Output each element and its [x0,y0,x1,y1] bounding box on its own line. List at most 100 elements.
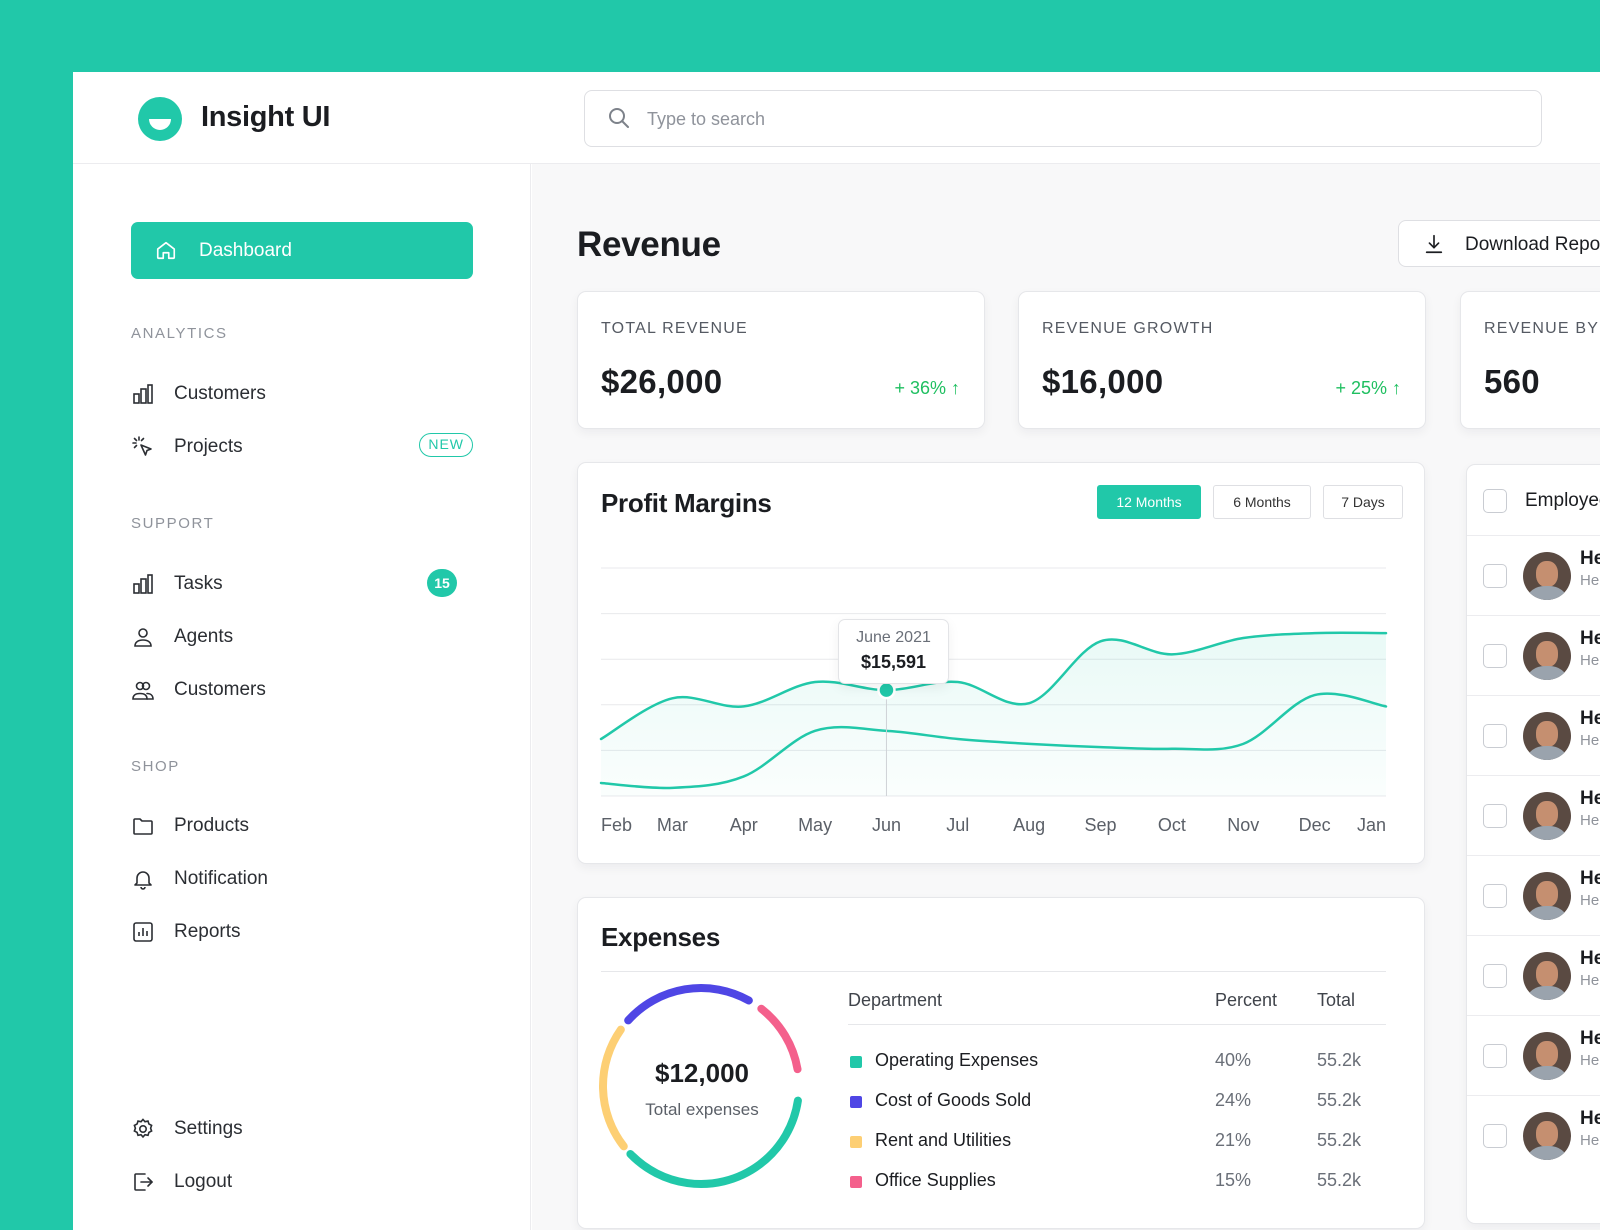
stat-label: REVENUE GROWTH [1042,320,1214,337]
select-all-checkbox[interactable] [1483,489,1507,513]
stat-delta: + 36% ↑ [894,378,960,398]
employee-role: He [1580,572,1600,589]
employee-role: He [1580,1052,1600,1069]
employee-row[interactable]: He He [1467,1095,1600,1175]
employee-name: He [1580,708,1600,729]
employee-row[interactable]: He He [1467,615,1600,695]
search-input[interactable] [647,103,1507,135]
row-checkbox[interactable] [1483,884,1507,908]
donut-segment-office [599,984,803,1188]
stat-card-total-revenue: TOTAL REVENUE $26,000 + 36% ↑ [577,291,985,429]
sidebar-item-label: Products [174,815,249,836]
sidebar-item-logout[interactable]: Logout [131,1162,473,1202]
download-report-button[interactable]: Download Report [1398,220,1600,267]
row-checkbox[interactable] [1483,644,1507,668]
employee-name: He [1580,548,1600,569]
stat-label: TOTAL REVENUE [601,320,748,337]
stat-value: $16,000 [1042,363,1164,400]
sidebar-item-customers-support[interactable]: Customers [131,670,473,710]
sidebar-item-settings[interactable]: Settings [131,1109,473,1149]
new-badge: NEW [419,433,473,457]
search-box[interactable] [584,90,1542,147]
employee-row[interactable]: He He [1467,935,1600,1015]
section-title-analytics: ANALYTICS [131,325,228,342]
department-percent: 21% [1215,1130,1252,1150]
bell-icon [131,867,155,896]
employee-list-header: Employees [1525,490,1600,511]
range-12-months[interactable]: 12 Months [1097,485,1201,519]
x-tick-label: Jan [1356,815,1386,835]
employee-name: He [1580,788,1600,809]
avatar [1523,952,1571,1000]
column-header-department: Department [848,990,943,1010]
divider [601,971,1386,972]
employee-list-card: Employees HeHeHeHeHeHeHeHeHeHeHeHeHeHeHe… [1466,464,1600,1224]
app-window: Insight UI Dashboard ANALYTICS Customers [73,72,1600,1230]
profit-chart [599,567,1388,797]
expenses-total-label: Total expenses [645,1100,759,1119]
employee-row[interactable]: He He [1467,855,1600,935]
main-content: Revenue Download Report TOTAL REVENUE $2… [532,164,1600,1230]
row-checkbox[interactable] [1483,1124,1507,1148]
stat-value: 560 [1484,363,1540,400]
donut-segment-operating [599,984,803,1188]
department-total: 55.2k [1317,1090,1362,1110]
avatar [1523,792,1571,840]
page-title: Revenue [577,225,721,264]
x-tick-label: Apr [729,815,758,835]
row-checkbox[interactable] [1483,1044,1507,1068]
department-name: Office Supplies [875,1170,996,1190]
download-icon [1423,233,1445,260]
employee-row[interactable]: He He [1467,775,1600,855]
report-icon [131,920,155,949]
employee-name: He [1580,1028,1600,1049]
row-checkbox[interactable] [1483,564,1507,588]
x-tick-label: Jun [871,815,901,835]
sidebar-item-projects[interactable]: Projects NEW [131,427,473,467]
divider [848,1024,1386,1025]
stat-delta: + 25% ↑ [1335,378,1401,398]
employee-name: He [1580,868,1600,889]
row-checkbox[interactable] [1483,964,1507,988]
tooltip-value: $15,591 [860,652,927,672]
sidebar-item-notification[interactable]: Notification [131,859,473,899]
avatar [1523,632,1571,680]
sidebar-item-agents[interactable]: Agents [131,617,473,657]
avatar [1523,1032,1571,1080]
x-tick-label: May [798,815,833,835]
section-title-shop: SHOP [131,758,180,775]
bar-chart-icon [131,572,155,601]
employee-role: He [1580,732,1600,749]
department-name: Rent and Utilities [875,1130,1012,1150]
sidebar-item-tasks[interactable]: Tasks 15 [131,564,473,604]
sidebar-item-products[interactable]: Products [131,806,473,846]
employee-row[interactable]: He He [1467,535,1600,615]
download-report-label: Download Report [1465,234,1600,255]
department-total: 55.2k [1317,1170,1362,1190]
row-checkbox[interactable] [1483,724,1507,748]
sidebar-item-dashboard[interactable]: Dashboard [131,222,473,279]
count-badge: 15 [427,569,457,597]
employee-row[interactable]: He He [1467,695,1600,775]
series-line-1 [599,631,1388,741]
top-bar: Insight UI [73,72,1600,164]
range-6-months[interactable]: 6 Months [1213,485,1311,519]
sidebar-item-label: Settings [174,1118,243,1139]
profit-margins-card: Profit Margins 12 Months 6 Months 7 Days… [577,462,1425,864]
employee-row[interactable]: He He [1467,1015,1600,1095]
stat-label: REVENUE BY [1484,320,1600,337]
department-percent: 40% [1215,1050,1252,1070]
employee-role: He [1580,1132,1600,1149]
legend-swatch [850,1136,862,1148]
employee-role: He [1580,972,1600,989]
column-header-total: Total [1317,990,1356,1010]
row-checkbox[interactable] [1483,804,1507,828]
x-tick-label: Jul [946,815,970,835]
sidebar-item-reports[interactable]: Reports [131,912,473,952]
sidebar-item-customers[interactable]: Customers [131,374,473,414]
highlight-point [877,680,896,700]
stat-value: $26,000 [601,363,723,400]
x-tick-label: Oct [1157,815,1186,835]
expenses-total: $12,000 [655,1058,749,1088]
range-7-days[interactable]: 7 Days [1323,485,1403,519]
